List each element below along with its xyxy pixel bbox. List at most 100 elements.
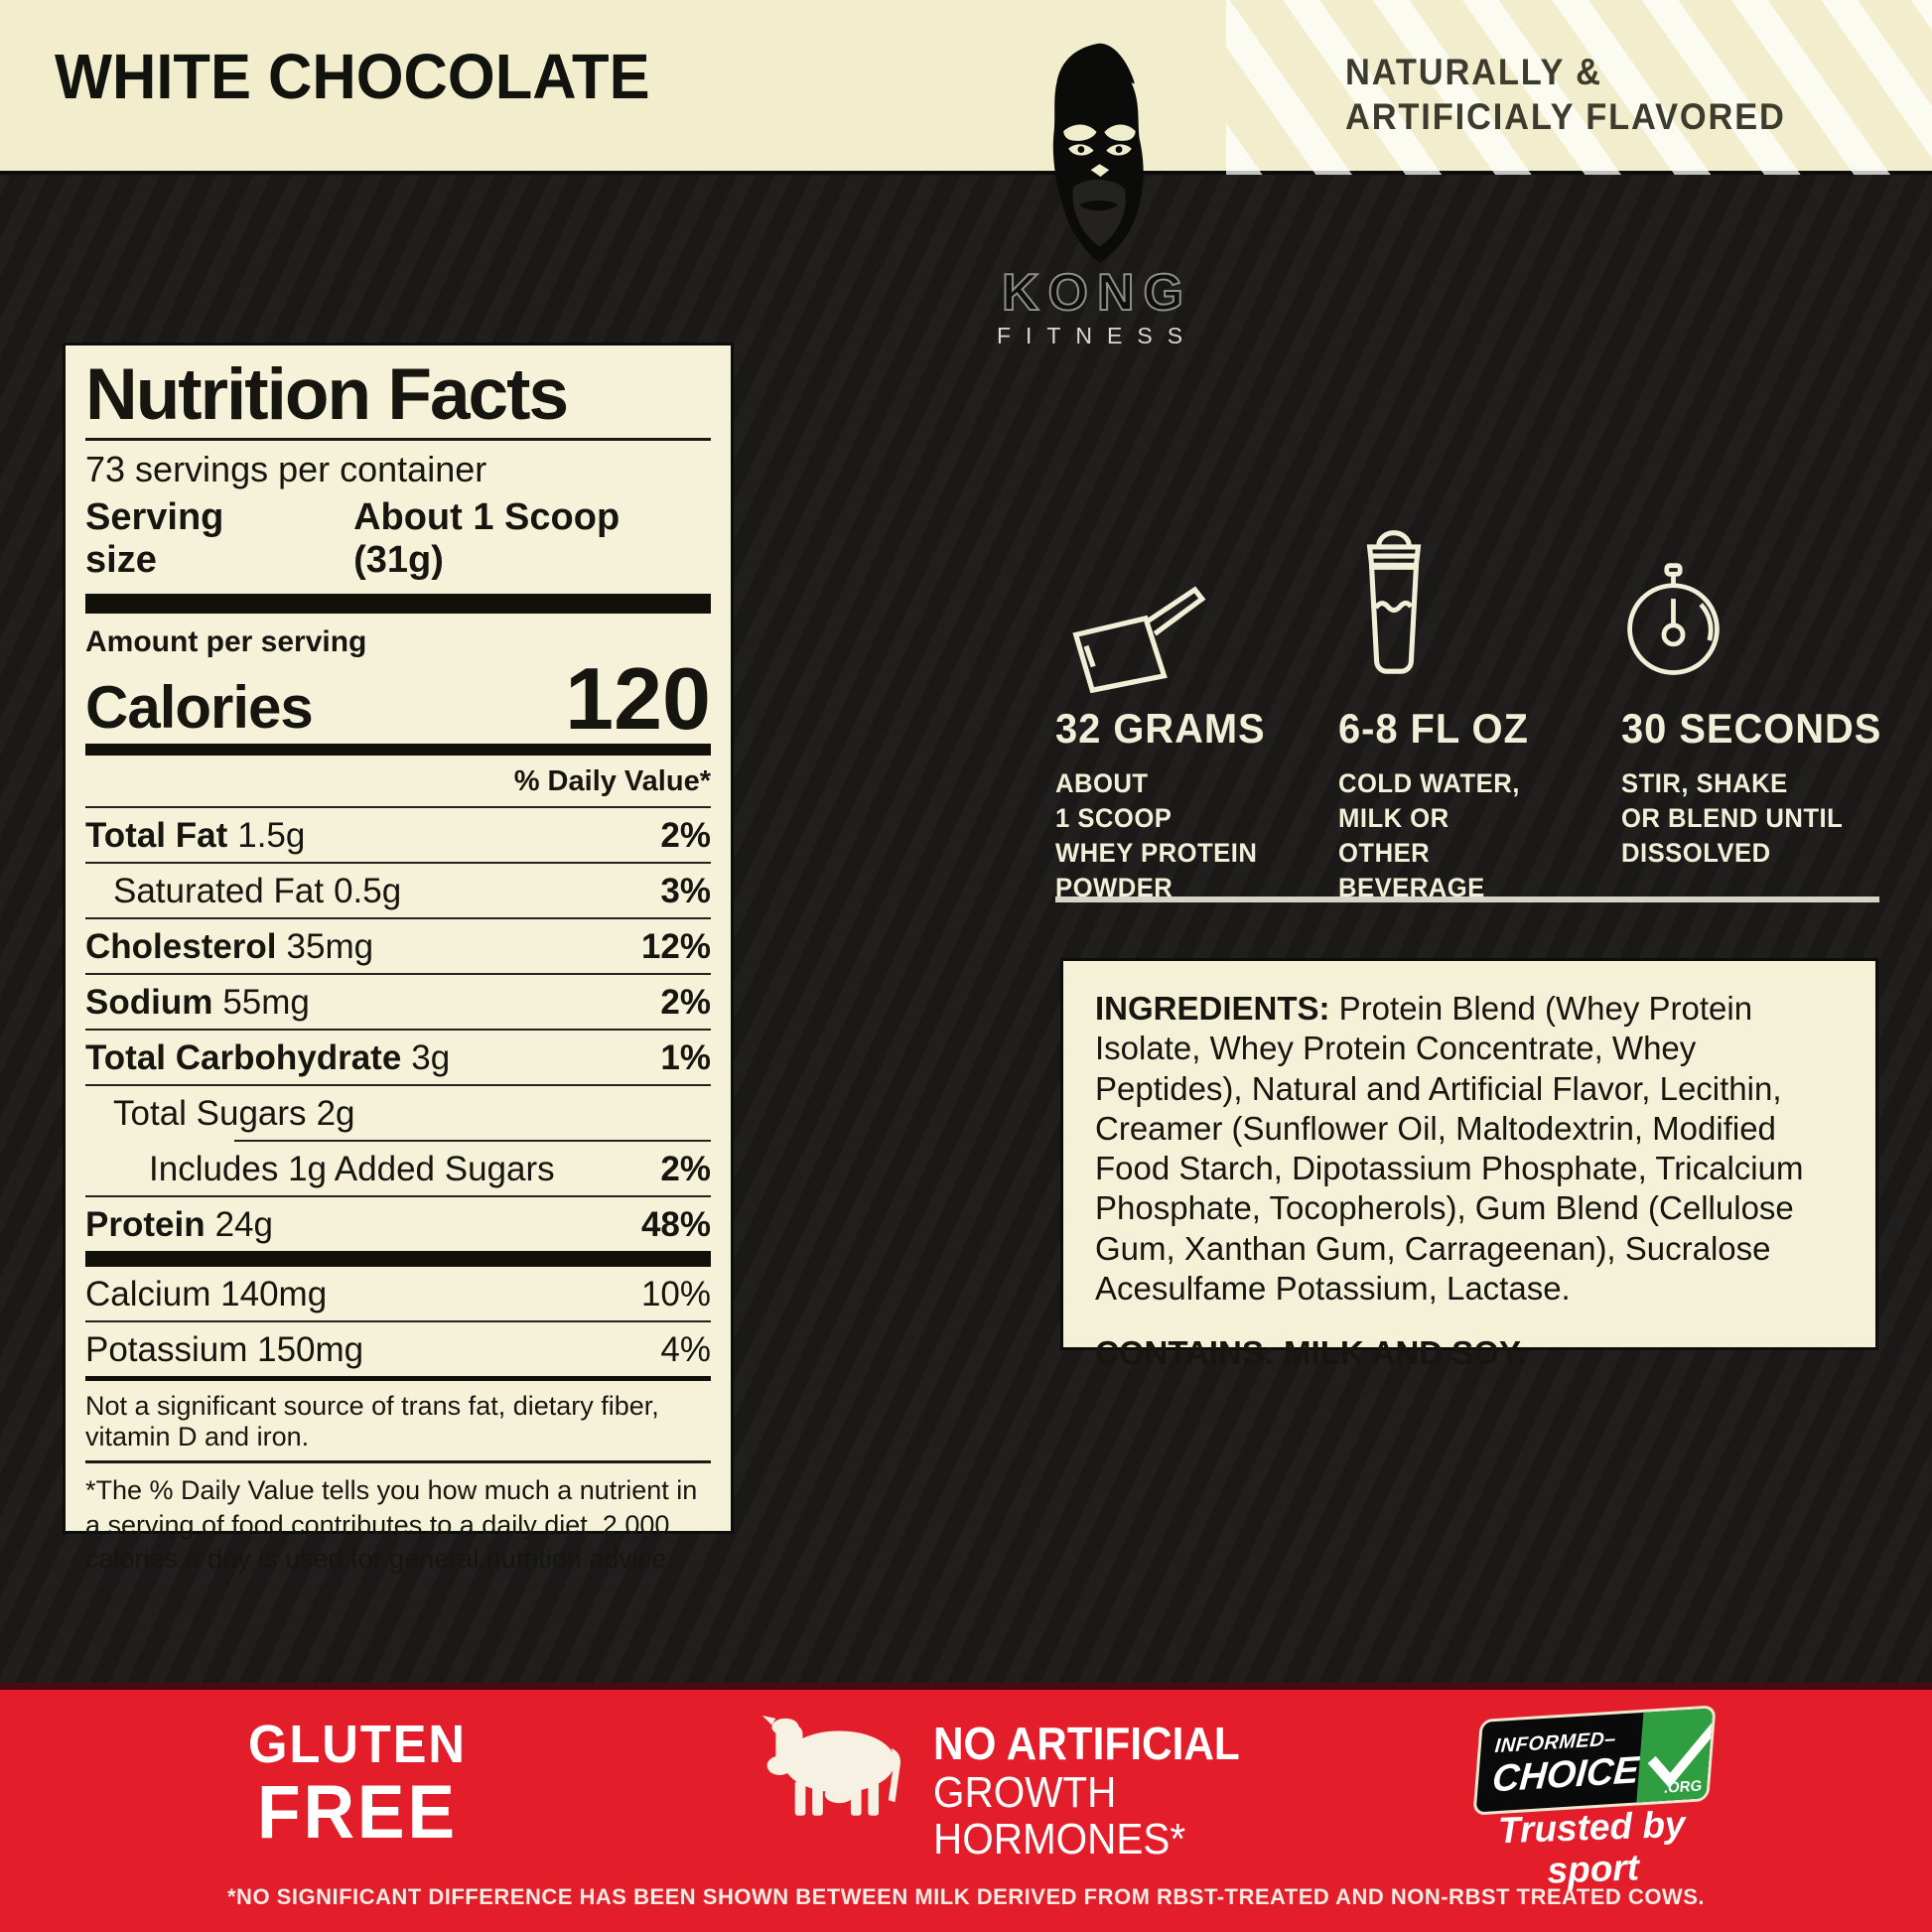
daily-value-header: % Daily Value* bbox=[85, 756, 711, 808]
nutrient-name: Saturated Fat bbox=[113, 871, 325, 910]
nutrient-amount: 2g bbox=[316, 1093, 355, 1133]
nutrient-amount: 35mg bbox=[286, 926, 374, 966]
gluten-line1: GLUTEN bbox=[248, 1715, 467, 1774]
direction-lines: STIR, SHAKE OR BLEND UNTIL DISSOLVED bbox=[1621, 766, 1890, 871]
nutrient-amount: 55mg bbox=[222, 982, 310, 1022]
direction-timer: 30 SECONDS STIR, SHAKE OR BLEND UNTIL DI… bbox=[1621, 494, 1904, 871]
nutrient-row-added-sugars: Includes 1g Added Sugars 2% bbox=[85, 1142, 711, 1198]
ingredients-label: INGREDIENTS: bbox=[1095, 990, 1330, 1027]
nutrient-row-protein: Protein 24g 48% bbox=[85, 1197, 711, 1251]
direction-lines: COLD WATER, MILK OR OTHER BEVERAGE bbox=[1338, 766, 1607, 905]
nutrient-row-total-sugars: Total Sugars 2g bbox=[85, 1086, 711, 1140]
divider-thick bbox=[85, 593, 711, 614]
amount-per-serving: Amount per serving bbox=[85, 624, 367, 658]
nutrient-row-total-carbohydrate: Total Carbohydrate 3g 1% bbox=[85, 1031, 711, 1086]
direction-line: ABOUT bbox=[1055, 768, 1149, 798]
top-band bbox=[0, 0, 1932, 175]
not-significant-note: Not a significant source of trans fat, d… bbox=[85, 1381, 711, 1464]
nutrient-name: Protein bbox=[85, 1205, 206, 1245]
mineral-name: Calcium 140mg bbox=[85, 1275, 328, 1314]
nutrition-facts-panel: Nutrition Facts 73 servings per containe… bbox=[63, 343, 734, 1574]
banner-top-line bbox=[0, 1683, 1932, 1690]
divider-medium bbox=[85, 1376, 711, 1382]
mineral-row-potassium: Potassium 150mg 4% bbox=[85, 1322, 711, 1376]
mineral-dv: 4% bbox=[660, 1330, 711, 1370]
nutrient-row-saturated-fat: Saturated Fat 0.5g 3% bbox=[85, 864, 711, 919]
section-divider bbox=[1055, 897, 1879, 902]
nutrition-title: Nutrition Facts bbox=[85, 356, 711, 441]
nutrient-dv: 48% bbox=[640, 1205, 711, 1245]
direction-line: WHEY PROTEIN bbox=[1055, 838, 1258, 869]
direction-title: 30 SECONDS bbox=[1621, 705, 1882, 752]
brand-name: KONG bbox=[1001, 264, 1192, 322]
nutrient-row-sodium: Sodium 55mg 2% bbox=[85, 975, 711, 1031]
flavor-note-line2: ARTIFICIALY FLAVORED bbox=[1345, 96, 1786, 138]
hormones-line2: GROWTH bbox=[933, 1767, 1117, 1817]
calories-row: Calories 120 bbox=[85, 648, 711, 748]
calories-label: Calories bbox=[85, 673, 314, 741]
shaker-icon bbox=[1338, 494, 1621, 695]
nutrient-name: Total Carbohydrate bbox=[85, 1037, 402, 1077]
gluten-free-claim: GLUTEN FREE bbox=[248, 1718, 481, 1851]
nutrient-dv: 2% bbox=[660, 982, 711, 1022]
direction-scoop: 32 GRAMS ABOUT 1 SCOOP WHEY PROTEIN POWD… bbox=[1055, 494, 1338, 905]
divider-thick bbox=[85, 1251, 711, 1268]
serving-size-row: Serving size About 1 Scoop (31g) bbox=[85, 496, 711, 582]
nutrient-dv: 12% bbox=[640, 926, 711, 966]
direction-line: 1 SCOOP bbox=[1055, 803, 1173, 834]
allergen-statement: CONTAINS: MILK AND SOY. bbox=[1095, 1334, 1527, 1371]
nutrient-row-total-fat: Total Fat 1.5g 2% bbox=[85, 808, 711, 864]
badge-checkmark-panel: .ORG bbox=[1636, 1708, 1717, 1803]
mineral-row-calcium: Calcium 140mg 10% bbox=[85, 1267, 711, 1323]
nutrient-dv: 3% bbox=[660, 871, 711, 910]
serving-size-label: Serving size bbox=[85, 495, 224, 581]
direction-line: DISSOLVED bbox=[1621, 838, 1771, 869]
nutrient-amount: 3g bbox=[411, 1037, 451, 1077]
daily-value-footnote: *The % Daily Value tells you how much a … bbox=[85, 1475, 698, 1575]
direction-line: STIR, SHAKE bbox=[1621, 768, 1788, 798]
serving-size-value: About 1 Scoop (31g) bbox=[353, 495, 621, 581]
badge-tagline: Trusted by sport bbox=[1497, 1803, 1687, 1891]
flavor-note-line1: NATURALLY & bbox=[1345, 52, 1602, 92]
badge-line2: CHOICE bbox=[1490, 1748, 1641, 1800]
rbst-disclaimer: *NO SIGNIFICANT DIFFERENCE HAS BEEN SHOW… bbox=[227, 1884, 1705, 1909]
gluten-line2: FREE bbox=[257, 1770, 458, 1855]
direction-line: MILK OR bbox=[1338, 803, 1449, 834]
hormones-line3: HORMONES* bbox=[933, 1815, 1186, 1864]
nutrient-name: Total Sugars bbox=[113, 1093, 307, 1133]
nutrient-amount: 24g bbox=[214, 1205, 273, 1245]
nutrient-dv: 2% bbox=[660, 1150, 711, 1189]
direction-title: 32 GRAMS bbox=[1055, 705, 1266, 752]
diagonal-stripes-decoration bbox=[1226, 0, 1932, 175]
flavor-note: NATURALLY & ARTIFICIALY FLAVORED bbox=[1345, 50, 1786, 139]
direction-line: COLD WATER, bbox=[1338, 768, 1520, 798]
nutrient-name: Sodium bbox=[85, 982, 213, 1022]
direction-line: OR BLEND UNTIL bbox=[1621, 803, 1844, 834]
nutrient-amount: 0.5g bbox=[334, 871, 402, 910]
direction-title: 6-8 FL OZ bbox=[1338, 705, 1529, 752]
cow-icon bbox=[747, 1714, 920, 1844]
servings-per-container: 73 servings per container bbox=[85, 448, 487, 489]
bottom-banner: GLUTEN FREE NO ARTIFICIAL GROWTH HORMONE… bbox=[0, 1690, 1932, 1932]
informed-choice-badge-inner: INFORMED– CHOICE .ORG bbox=[1472, 1705, 1717, 1816]
brand-subtitle: FITNESS bbox=[996, 323, 1198, 348]
ingredients-list: Protein Blend (Whey Protein Isolate, Whe… bbox=[1095, 990, 1804, 1307]
badge-org: .ORG bbox=[1663, 1777, 1703, 1797]
badge-text-block: INFORMED– CHOICE bbox=[1476, 1713, 1644, 1812]
calories-value: 120 bbox=[565, 648, 711, 748]
divider-partial bbox=[234, 1139, 711, 1143]
ingredients-box: INGREDIENTS: Protein Blend (Whey Protein… bbox=[1060, 958, 1878, 1371]
nutrient-amount: 1.5g bbox=[237, 815, 306, 855]
gorilla-icon bbox=[1052, 43, 1144, 264]
brand-logo: KONG FITNESS bbox=[978, 42, 1216, 347]
no-hormones-claim: NO ARTIFICIAL GROWTH HORMONES* bbox=[933, 1719, 1240, 1864]
flavor-name: WHITE CHOCOLATE bbox=[55, 41, 650, 112]
direction-lines: ABOUT 1 SCOOP WHEY PROTEIN POWDER bbox=[1055, 766, 1324, 905]
nutrient-row-cholesterol: Cholesterol 35mg 12% bbox=[85, 919, 711, 975]
nutrient-dv: 1% bbox=[660, 1037, 711, 1077]
mineral-dv: 10% bbox=[640, 1275, 711, 1314]
checkmark-icon bbox=[1647, 1715, 1717, 1789]
nutrient-name: Cholesterol bbox=[85, 926, 277, 966]
ingredients-text: INGREDIENTS: Protein Blend (Whey Protein… bbox=[1095, 989, 1844, 1309]
divider-medium bbox=[85, 743, 711, 756]
